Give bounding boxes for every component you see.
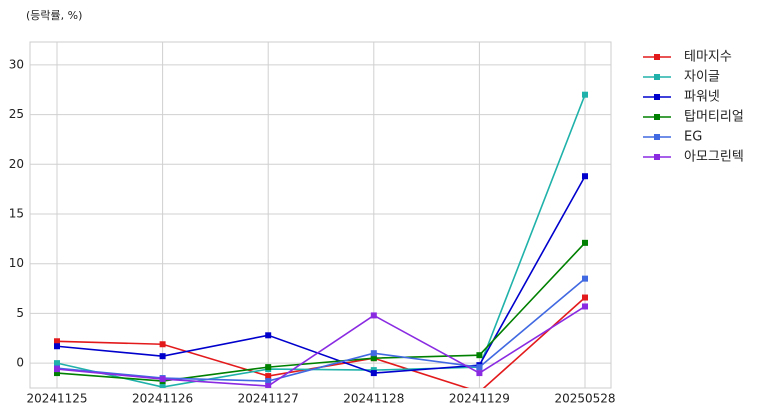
marker [582, 303, 588, 310]
marker [159, 384, 166, 388]
legend-label: 파워넷 [684, 90, 720, 105]
marker [370, 355, 377, 362]
marker [54, 370, 60, 377]
marker [265, 364, 272, 371]
legend-label: EG [684, 130, 702, 145]
y-tick-label: 0 [16, 356, 24, 370]
series-line [56, 278, 586, 382]
y-tick-label: 20 [9, 157, 24, 171]
legend-marker [654, 154, 660, 160]
y-tick-label: 25 [9, 107, 24, 121]
marker [582, 294, 588, 301]
marker [370, 350, 377, 357]
y-tick-label: 15 [9, 207, 24, 221]
legend-marker [654, 134, 660, 140]
legend-label: 탑머티리얼 [684, 110, 744, 125]
marker [582, 239, 588, 246]
legend-label: 자이글 [684, 70, 720, 85]
legend-marker [654, 94, 660, 100]
marker [476, 370, 483, 377]
x-tick-label: 20250528 [554, 392, 615, 406]
legend-marker [654, 74, 660, 80]
marker [265, 332, 272, 339]
x-tick-label: 20241127 [238, 392, 299, 406]
x-tick-label: 20241129 [449, 392, 510, 406]
marker [159, 353, 166, 360]
marker [265, 373, 272, 380]
x-tick-label: 20241128 [343, 392, 404, 406]
chart-title: (등락률, %) [26, 9, 82, 22]
marker [265, 383, 272, 388]
marker [582, 173, 588, 180]
y-tick-label: 30 [9, 57, 24, 71]
marker [54, 366, 60, 373]
marker [265, 378, 272, 385]
y-tick-label: 10 [9, 256, 24, 270]
series-line [56, 305, 586, 387]
marker [54, 338, 60, 345]
marker [54, 360, 60, 367]
legend-label: 아모그린텍 [684, 150, 744, 165]
marker [159, 341, 166, 348]
series-line [56, 242, 586, 382]
marker [476, 364, 483, 371]
series-line [56, 94, 586, 388]
legend-label: 테마지수 [684, 50, 732, 65]
plot-area [54, 91, 588, 388]
x-tick-label: 20241126 [132, 392, 193, 406]
marker [582, 275, 588, 282]
marker [476, 352, 483, 359]
series-line [56, 175, 586, 374]
marker [370, 312, 377, 319]
legend-marker [654, 114, 660, 120]
marker [370, 370, 377, 377]
y-tick-label: 5 [16, 306, 24, 320]
plot-frame [29, 41, 612, 389]
marker [159, 376, 166, 383]
x-tick-label: 20241125 [26, 392, 87, 406]
marker [54, 343, 60, 350]
marker [582, 91, 588, 98]
legend-marker [654, 54, 660, 60]
